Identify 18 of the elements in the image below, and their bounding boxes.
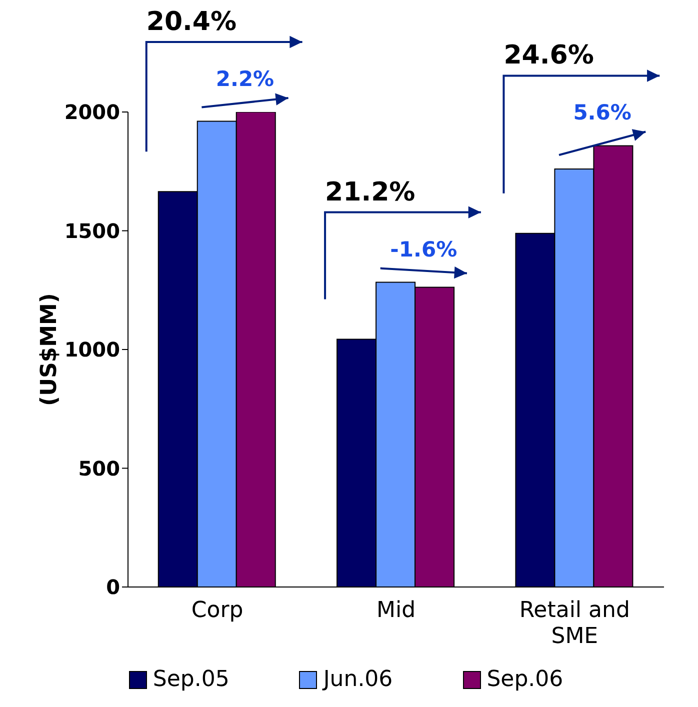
text: 24.6% [504,40,594,71]
y-tick-label: 0 [106,575,120,600]
y-tick-label: 1000 [64,338,120,362]
legend-label: Sep.06 [486,667,564,692]
text: 20.4% [146,7,237,37]
x-tick-label: Retail and SME [519,598,630,649]
x-tick-label: Corp [191,598,244,623]
text: 2.2% [216,67,274,91]
x-tick-label: Mid [376,598,416,623]
legend-label: Jun.06 [321,667,393,692]
legend-label: Sep.05 [152,667,230,692]
annotation: 21.2% [325,177,416,208]
y-axis-title: (US$MM) [36,293,62,406]
y-tick-label: 2000 [64,100,120,124]
annotation: 5.6% [573,100,632,125]
annotation: -1.6% [390,237,458,262]
y-tick-label: 1500 [64,218,120,243]
y-tick-label: 500 [78,456,120,480]
